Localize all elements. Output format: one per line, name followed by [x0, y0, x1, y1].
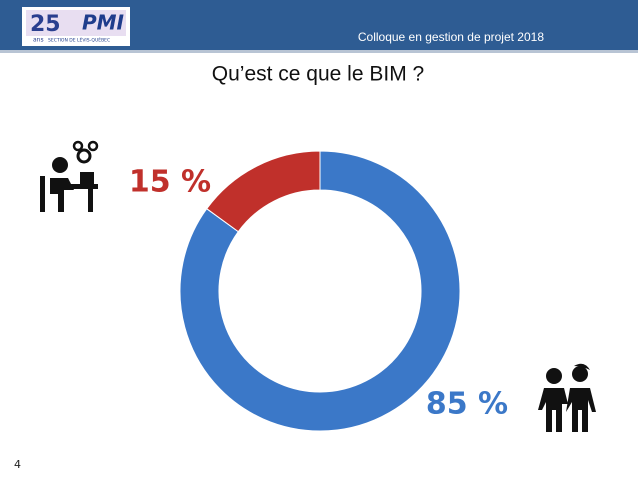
desk-icon [40, 140, 99, 212]
donut-slice [179, 150, 461, 432]
logo-brand: PMI [82, 11, 125, 35]
donut-chart: 85 % 15 % [129, 150, 508, 432]
donut-slice [206, 150, 321, 233]
logo-ans: ans [33, 37, 44, 44]
slide-title: Qu’est ce que le BIM ? [212, 63, 424, 86]
page-number: 4 [14, 458, 21, 471]
logo-bg [26, 10, 126, 36]
logo-number: 25 [30, 12, 61, 37]
handshake-icon [538, 363, 596, 432]
value-label: 85 % [426, 387, 508, 422]
header-rule [0, 50, 638, 53]
value-label: 15 % [129, 165, 211, 200]
event-name: Colloque en gestion de projet 2018 [358, 30, 544, 44]
logo-section: SECTION DE LÉVIS-QUÉBEC [48, 36, 110, 44]
